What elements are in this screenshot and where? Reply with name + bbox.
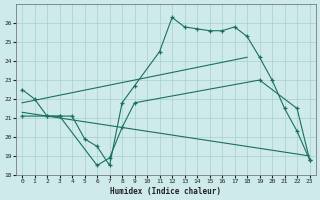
X-axis label: Humidex (Indice chaleur): Humidex (Indice chaleur) (110, 187, 221, 196)
